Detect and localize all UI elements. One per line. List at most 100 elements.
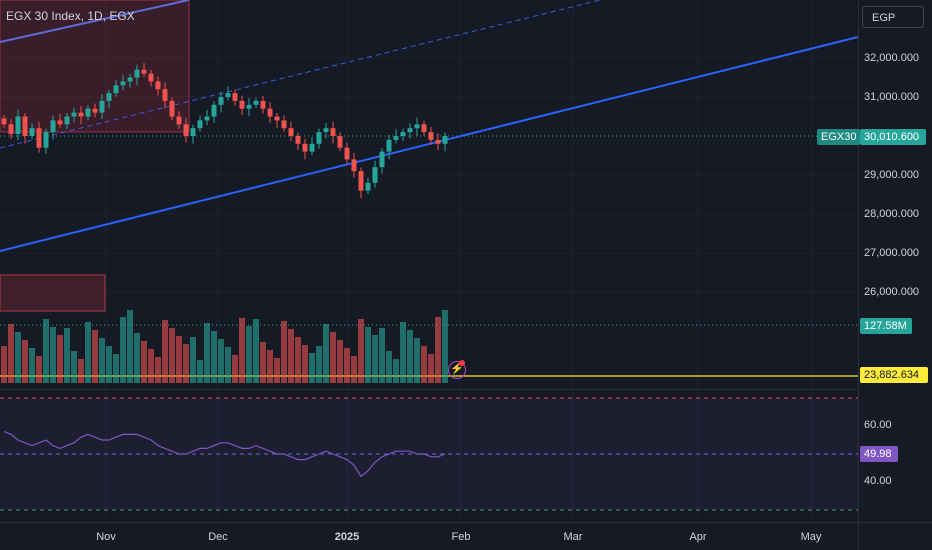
volume-bar (190, 337, 196, 383)
candle-body (106, 93, 112, 101)
volume-bar (295, 337, 301, 383)
candle-body (43, 132, 49, 148)
rsi-tick: 60.00 (864, 419, 892, 431)
time-tick: Nov (96, 531, 116, 543)
alert-dot (459, 360, 465, 366)
grid-lines (0, 0, 858, 522)
rsi-pane (0, 397, 858, 511)
candle-body (113, 85, 119, 94)
volume-tag: 127.58M (860, 318, 912, 334)
volume-bar (155, 357, 161, 383)
candle-body (204, 116, 210, 121)
volume-bar (183, 344, 189, 383)
currency-button[interactable]: EGP (862, 6, 924, 28)
volume-bar (302, 345, 308, 383)
volume-bar (162, 320, 168, 383)
candle-body (162, 89, 168, 101)
candle-body (127, 77, 133, 82)
candle-body (365, 182, 371, 191)
candle-body (190, 128, 196, 136)
volume-bar (414, 338, 420, 383)
candle-body (92, 108, 98, 113)
rsi-tick: 40.00 (864, 475, 892, 487)
horizontal-line-tag: 23,882.634 (860, 367, 928, 383)
candle-body (57, 120, 63, 125)
candle-body (197, 120, 203, 129)
candle-body (330, 128, 336, 136)
volume-bar (29, 348, 35, 383)
price-tick: 29,000.000 (864, 169, 920, 181)
candle-body (323, 128, 329, 133)
candle-body (211, 104, 217, 117)
volume-bar (106, 346, 112, 383)
candle-body (1, 118, 7, 125)
lightning-icon[interactable]: ⚡ (448, 361, 466, 379)
volume-bar (232, 355, 238, 383)
candle-body (393, 136, 399, 140)
volume-bar (8, 324, 14, 383)
volume-bar (379, 328, 385, 383)
volume-bar (36, 356, 42, 383)
time-tick: Apr (689, 531, 707, 543)
symbol-tag: EGX30 (817, 129, 861, 145)
candle-body (337, 136, 343, 148)
volume-bar (78, 359, 84, 383)
candle-body (239, 100, 245, 109)
volume-bar (428, 354, 434, 383)
candle-body (169, 100, 175, 117)
price-tick: 27,000.000 (864, 247, 920, 259)
rsi-line (3, 431, 446, 478)
time-tick: May (800, 531, 822, 543)
volume-bar (197, 360, 203, 383)
volume-bar (337, 340, 343, 383)
candle-body (78, 112, 84, 117)
volume-bar (407, 330, 413, 383)
volume-bar (281, 321, 287, 383)
candle-body (8, 124, 14, 135)
volume-bar (120, 317, 126, 383)
volume-bar (400, 322, 406, 383)
volume-bar (435, 317, 441, 383)
candle-body (435, 139, 441, 144)
volume-bar (50, 327, 56, 383)
volume-bar (267, 350, 273, 383)
volume-bar (148, 349, 154, 383)
volume-bar (288, 329, 294, 383)
candle-body (148, 73, 154, 82)
volume-bar (1, 346, 7, 383)
candle-body (85, 108, 91, 117)
volume-bar (15, 332, 21, 383)
candle-body (379, 151, 385, 168)
zone-rectangle (0, 274, 106, 312)
volume-bar (344, 348, 350, 383)
volume-bar (99, 338, 105, 383)
volume-bar (134, 333, 140, 383)
volume-bar (176, 336, 182, 383)
volume-bars (1, 310, 448, 383)
volume-bar (421, 346, 427, 383)
candle-body (253, 100, 259, 105)
volume-bar (169, 328, 175, 383)
volume-bar (316, 346, 322, 383)
volume-bar (113, 354, 119, 383)
price-tick: 32,000.000 (864, 52, 920, 64)
candle-body (316, 132, 322, 144)
volume-bar (43, 319, 49, 383)
candle-body (344, 147, 350, 160)
channel-mid-dashed-line (0, 0, 601, 149)
price-tick: 28,000.000 (864, 208, 920, 220)
volume-bar (274, 358, 280, 383)
candle-body (134, 69, 140, 78)
time-tick: 2025 (334, 531, 360, 543)
candle-body (246, 104, 252, 109)
symbol-title: EGX 30 Index, 1D, EGX (6, 9, 135, 23)
candle-body (281, 120, 287, 129)
volume-bar (57, 335, 63, 383)
volume-bar (442, 310, 448, 383)
candle-body (176, 116, 182, 125)
candle-body (183, 124, 189, 136)
volume-bar (71, 351, 77, 383)
candle-body (260, 100, 266, 109)
